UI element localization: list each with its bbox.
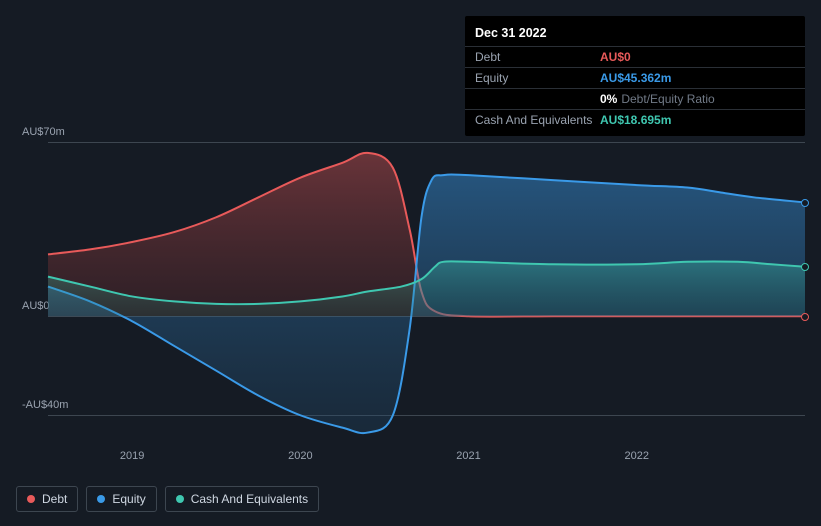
- legend-dot: [176, 495, 184, 503]
- tooltip-row-label: [475, 92, 600, 106]
- legend-label: Cash And Equivalents: [191, 492, 308, 506]
- series-end-dot-cash-and-equivalents: [801, 263, 809, 271]
- tooltip-row-label: Debt: [475, 50, 600, 64]
- x-axis-label: 2022: [625, 450, 649, 462]
- chart-legend: Debt Equity Cash And Equivalents: [16, 486, 319, 512]
- x-axis-label: 2020: [288, 450, 312, 462]
- legend-dot: [27, 495, 35, 503]
- tooltip-row: EquityAU$45.362m: [465, 67, 805, 88]
- tooltip-row-label: Equity: [475, 71, 600, 85]
- legend-item-equity[interactable]: Equity: [86, 486, 156, 512]
- legend-label: Equity: [112, 492, 145, 506]
- hover-tooltip: Dec 31 2022 DebtAU$0EquityAU$45.362m0%De…: [465, 16, 805, 136]
- plot-area[interactable]: [48, 142, 805, 440]
- legend-dot: [97, 495, 105, 503]
- legend-label: Debt: [42, 492, 67, 506]
- tooltip-row: 0% Debt/Equity Ratio: [465, 88, 805, 109]
- tooltip-date: Dec 31 2022: [465, 22, 805, 46]
- tooltip-row: DebtAU$0: [465, 46, 805, 67]
- x-axis-label: 2019: [120, 450, 144, 462]
- y-axis-label: AU$0: [22, 300, 50, 312]
- tooltip-row-value: AU$45.362m: [600, 71, 671, 85]
- legend-item-cash-and-equivalents[interactable]: Cash And Equivalents: [165, 486, 319, 512]
- legend-item-debt[interactable]: Debt: [16, 486, 78, 512]
- tooltip-row-value: AU$0: [600, 50, 631, 64]
- tooltip-row-extra: Debt/Equity Ratio: [621, 92, 714, 106]
- series-end-dot-debt: [801, 313, 809, 321]
- x-axis-label: 2021: [456, 450, 480, 462]
- y-axis-label: AU$70m: [22, 126, 65, 138]
- debt-equity-chart: AU$70mAU$0-AU$40m 2019202020212022: [16, 122, 805, 480]
- tooltip-row-value: 0%: [600, 92, 617, 106]
- series-end-dot-equity: [801, 199, 809, 207]
